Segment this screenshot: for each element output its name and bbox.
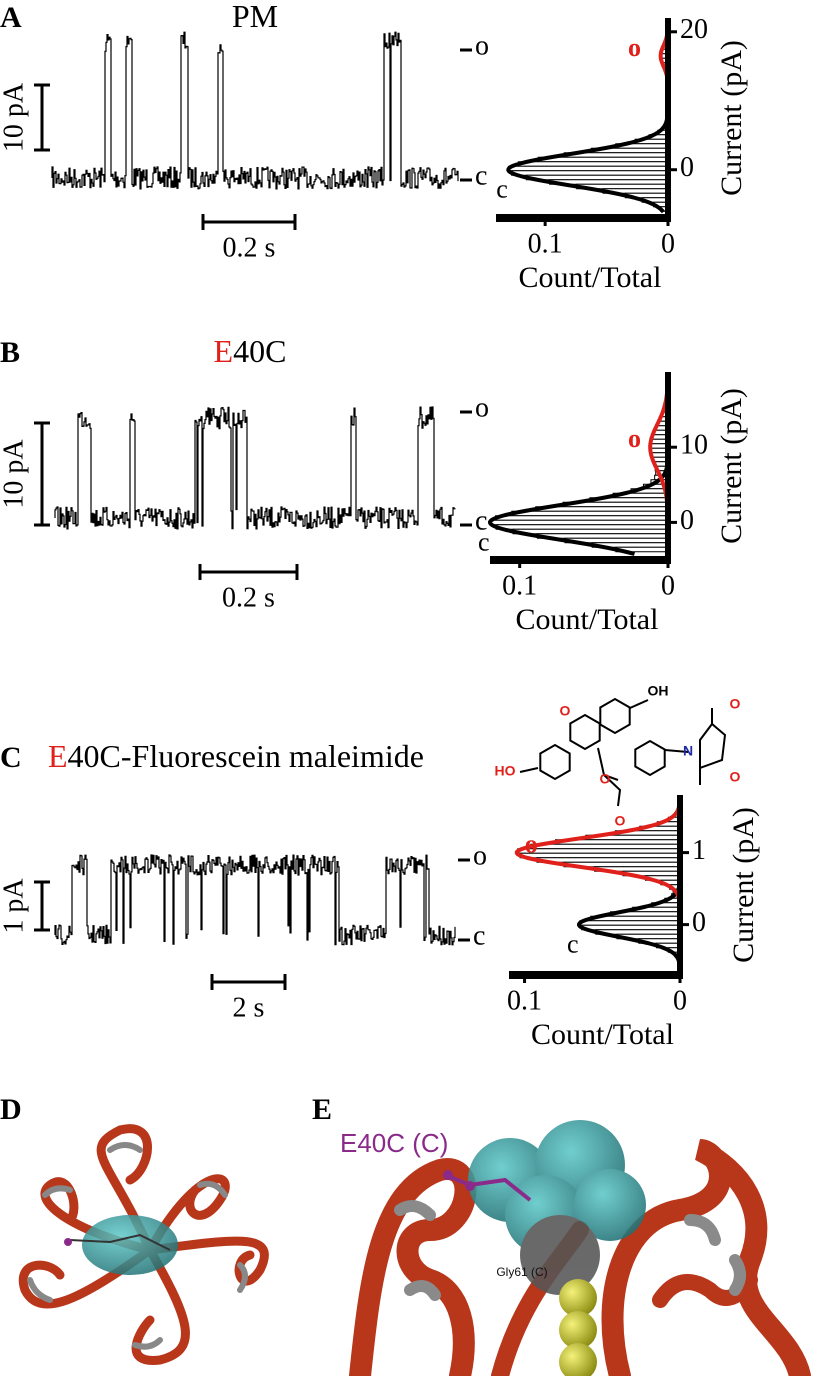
- histogram-bar: [495, 515, 669, 521]
- histogram-bar: [525, 174, 669, 181]
- component-label: c: [567, 930, 579, 959]
- title-part: E: [48, 738, 68, 774]
- current-trace: [51, 31, 459, 190]
- panel-label: D: [0, 1093, 22, 1126]
- level-label: o: [473, 840, 487, 871]
- scale-bar-time: [210, 974, 287, 990]
- level-label: c: [475, 505, 487, 536]
- chemical-structure: OH O HO O O N O O: [495, 683, 741, 829]
- panel-label: E: [312, 1093, 332, 1126]
- title-part: PM: [232, 0, 278, 34]
- scale-bar-time: [201, 214, 297, 230]
- level-label: o: [475, 392, 489, 423]
- histogram-bar: [511, 170, 669, 176]
- y-tick-label: 10: [680, 430, 708, 461]
- y-tick-label: 0: [680, 152, 694, 183]
- atom-label: O: [560, 703, 571, 719]
- x-tick-label: 0.1: [502, 570, 537, 601]
- panel-title: E40C-Fluorescein maleimide: [48, 738, 424, 774]
- atom-label: O: [730, 696, 741, 712]
- atom-label: OH: [648, 683, 669, 699]
- histogram-bar: [536, 857, 681, 863]
- x-tick-label: 0.1: [507, 985, 542, 1016]
- scale-bar-current: [34, 880, 50, 932]
- title-part: 40C: [233, 333, 286, 369]
- x-axis-label: Count/Total: [531, 1018, 674, 1051]
- x-axis-label: Count/Total: [516, 603, 659, 636]
- panel-title: E40C: [214, 333, 287, 369]
- x-tick-label: 0: [673, 985, 687, 1016]
- y-tick-label: 0: [680, 505, 694, 536]
- histogram-bar: [517, 161, 669, 167]
- atom-label: N: [683, 743, 693, 759]
- histogram-bar: [517, 848, 681, 854]
- x-tick-label: 0: [661, 570, 675, 601]
- ring: [569, 713, 601, 751]
- bonds: [519, 699, 727, 807]
- y-axis-label: Current (pA): [715, 40, 748, 196]
- title-part: E: [214, 333, 234, 369]
- histogram-bar: [489, 519, 669, 526]
- panel-label: C: [0, 741, 22, 774]
- title-part: 40C-Fluorescein maleimide: [68, 738, 424, 774]
- histogram-bar: [581, 924, 681, 931]
- panel-label: B: [0, 336, 20, 369]
- y-tick-label: 1: [692, 835, 706, 866]
- scale-label-current: 10 pA: [0, 82, 29, 152]
- histogram-bar: [508, 165, 669, 172]
- scale-label-time: 2 s: [233, 992, 265, 1023]
- residue-label: E40C (C): [340, 1128, 448, 1158]
- y-axis-label: Current (pA): [727, 807, 760, 963]
- atom-label: O: [730, 769, 741, 785]
- level-label: c: [475, 160, 487, 191]
- scale-bar-current: [34, 83, 50, 152]
- histogram-bar: [579, 920, 681, 926]
- scale-bar-current: [34, 421, 50, 527]
- level-label: c: [473, 920, 485, 951]
- component-label: o: [525, 830, 538, 859]
- scale-label-current: 1 pA: [0, 878, 29, 934]
- structure-d: [18, 1124, 269, 1365]
- scale-label-time: 0.2 s: [223, 232, 276, 263]
- histogram-bar: [530, 843, 681, 850]
- current-trace: [54, 406, 456, 530]
- atom-label: O: [600, 771, 611, 787]
- ring: [539, 743, 571, 781]
- histogram-bar: [511, 510, 669, 517]
- component-label: o: [628, 33, 641, 62]
- component-label: c: [496, 175, 508, 204]
- residue-label: Gly61 (C): [496, 1265, 547, 1279]
- histogram-bar: [512, 528, 669, 535]
- scale-bar-time: [198, 564, 299, 580]
- component-label: o: [628, 424, 641, 453]
- structure-e: [349, 1120, 811, 1376]
- histogram-bar: [495, 524, 669, 530]
- x-tick-label: 0: [661, 228, 675, 259]
- component-label: c: [478, 527, 490, 556]
- histogram-bar: [519, 852, 681, 859]
- y-axis-label: Current (pA): [715, 388, 748, 544]
- y-tick-label: 0: [692, 907, 706, 938]
- current-trace: [54, 854, 456, 946]
- y-tick-label: 20: [680, 14, 708, 45]
- x-axis-label: Count/Total: [519, 261, 662, 294]
- panel-label: A: [0, 1, 22, 34]
- scale-label-current: 10 pA: [0, 439, 29, 509]
- ring: [599, 697, 631, 735]
- ring: [634, 739, 666, 777]
- level-label: o: [475, 30, 489, 61]
- atom-label: HO: [495, 763, 516, 779]
- atom-label: O: [615, 813, 626, 829]
- panel-title: PM: [232, 0, 278, 34]
- scale-label-time: 0.2 s: [222, 582, 275, 613]
- x-tick-label: 0.1: [528, 228, 563, 259]
